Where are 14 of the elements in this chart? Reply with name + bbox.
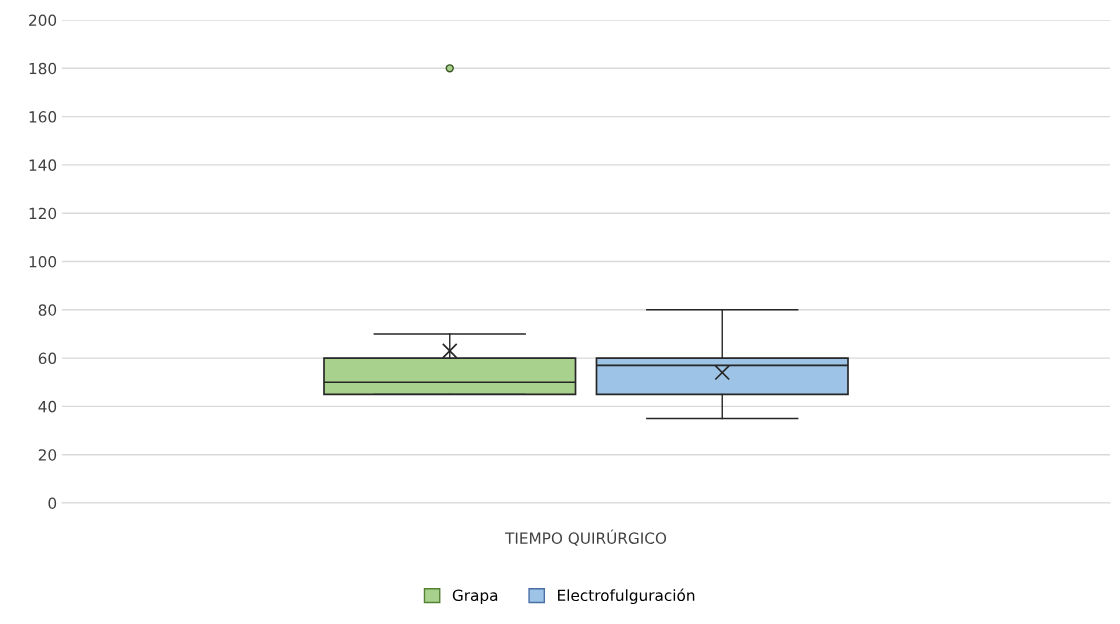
y-tick-label: 160: [29, 111, 57, 123]
legend-label: Electrofulguración: [558, 588, 695, 605]
y-tick-label: 140: [29, 159, 57, 171]
x-tick-label: TIEMPO QUIRÚRGICO: [504, 529, 667, 546]
y-tick-label: 80: [38, 304, 57, 316]
y-tick-label: 40: [38, 400, 57, 413]
y-tick-label: 60: [38, 352, 57, 365]
y-tick-label: 100: [29, 255, 57, 268]
y-tick-label: 0: [48, 497, 57, 510]
legend-label: Grapa: [452, 589, 498, 605]
y-tick-label: 120: [29, 207, 57, 220]
y-tick-label: 20: [38, 449, 57, 461]
y-tick-label: 200: [29, 14, 57, 27]
y-tick-label: 180: [29, 62, 57, 75]
